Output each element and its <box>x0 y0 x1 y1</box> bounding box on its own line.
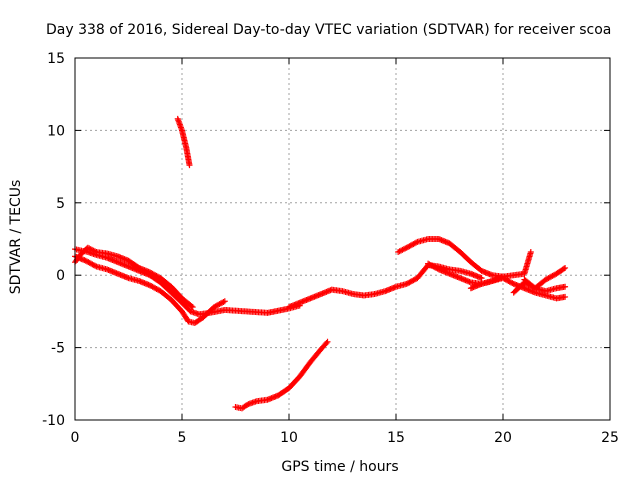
data-point-marker <box>530 284 537 291</box>
x-tick-label: 0 <box>71 430 80 446</box>
series-arc-1 <box>72 246 303 318</box>
data-point-marker <box>434 265 441 272</box>
data-point-marker <box>560 265 567 272</box>
series-arc-2 <box>72 253 228 326</box>
data-point-marker <box>324 338 331 345</box>
y-tick-label: 0 <box>56 268 65 284</box>
y-axis-label: SDTVAR / TECUs <box>8 180 24 295</box>
series-arc-9 <box>467 275 569 302</box>
axis-ticks: 0 5 10 15 20 25 -10 -5 0 5 10 15 <box>42 51 619 446</box>
plot-frame <box>74 57 611 421</box>
x-axis-label: GPS time / hours <box>281 459 398 475</box>
x-tick-label: 10 <box>280 430 298 446</box>
data-point-marker <box>244 401 251 408</box>
data-point-marker <box>220 298 227 305</box>
data-point-marker <box>323 340 330 347</box>
y-tick-label: -10 <box>42 413 65 429</box>
series-arc-4 <box>174 115 193 169</box>
data-point-marker <box>509 280 516 287</box>
x-tick-label: 25 <box>601 430 619 446</box>
data-point-marker <box>527 249 534 256</box>
data-point-marker <box>562 264 569 271</box>
data-point-marker <box>92 262 99 269</box>
x-tick-label: 20 <box>494 430 512 446</box>
y-tick-label: 15 <box>47 51 65 67</box>
y-tick-label: -5 <box>51 341 65 357</box>
data-point-marker <box>221 298 228 305</box>
series-arc-3 <box>72 244 196 311</box>
series-arc-5 <box>232 338 331 412</box>
data-point-marker <box>562 293 569 300</box>
chart-title: Day 338 of 2016, Sidereal Day-to-day VTE… <box>46 22 611 38</box>
data-point-marker <box>478 275 485 282</box>
data-point-marker <box>189 304 196 311</box>
data-point-marker <box>188 303 195 310</box>
data-point-marker <box>562 283 569 290</box>
series-arc-11 <box>521 276 569 295</box>
x-tick-label: 5 <box>178 430 187 446</box>
data-point-marker <box>413 239 420 246</box>
y-tick-label: 10 <box>47 123 65 139</box>
x-tick-label: 15 <box>387 430 405 446</box>
series-arc-7 <box>395 236 506 280</box>
data-point-marker <box>186 162 193 169</box>
data-points <box>72 115 569 412</box>
y-tick-label: 5 <box>56 196 65 212</box>
